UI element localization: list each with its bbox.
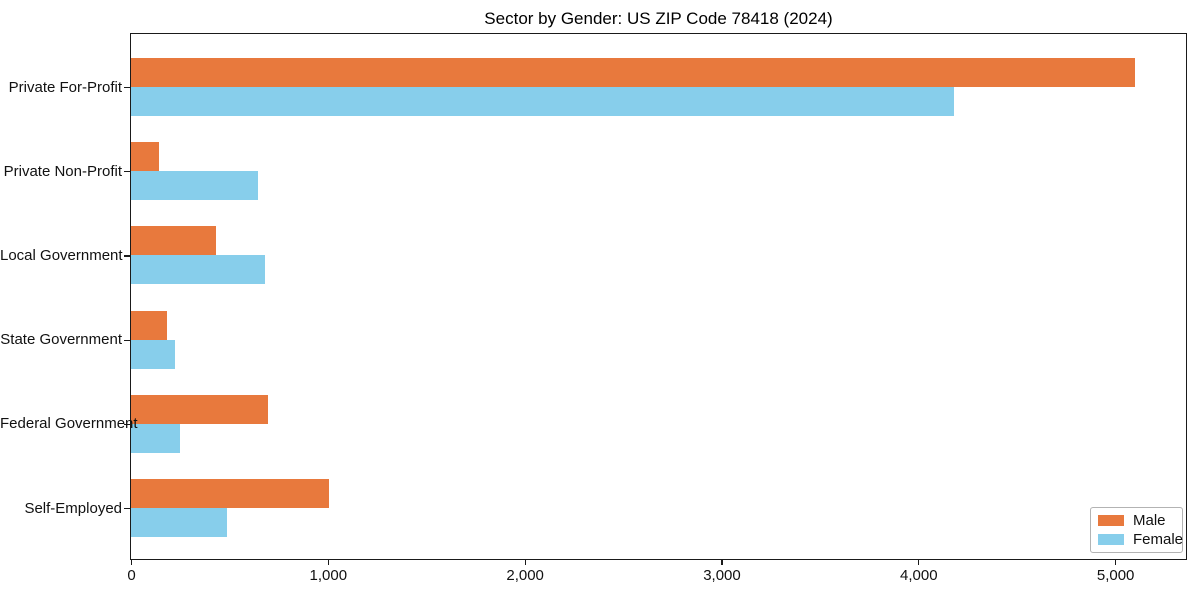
bar-male-state-government	[131, 310, 167, 340]
legend-entry-male[interactable]: Male	[1098, 512, 1175, 529]
x-tick-label-2000: 2,000	[506, 567, 544, 584]
plot-area	[130, 33, 1187, 560]
x-tick-mark	[721, 560, 723, 565]
y-tick-mark	[124, 339, 130, 341]
bar-female-local-government	[131, 255, 265, 285]
bar-female-federal-government	[131, 423, 180, 453]
x-tick-label-4000: 4,000	[900, 567, 938, 584]
bar-male-private-for-profit	[131, 58, 1135, 87]
x-tick-mark	[130, 560, 133, 565]
y-tick-mark	[124, 87, 130, 89]
x-tick-label-5000: 5,000	[1096, 567, 1135, 584]
x-tick-mark	[524, 560, 526, 565]
bar-male-local-government	[131, 226, 216, 256]
y-tick-mark	[124, 255, 130, 257]
bar-female-private-non-profit	[131, 171, 258, 201]
y-tick-label-self-employed: Self-Employed	[24, 499, 122, 517]
y-tick-label-local-government: Local Government	[0, 246, 123, 264]
x-tick-mark	[1115, 560, 1117, 565]
y-tick-mark	[124, 423, 130, 426]
female-series-swatch	[1098, 534, 1124, 545]
y-tick-label-state-government: State Government	[0, 331, 122, 349]
bar-male-self-employed	[131, 479, 329, 508]
y-tick-label-federal-government: Federal Government	[0, 415, 138, 433]
y-tick-mark	[124, 508, 130, 510]
bar-female-private-for-profit	[131, 87, 954, 116]
y-tick-label-private-for-profit: Private For-Profit	[8, 78, 122, 96]
y-tick-label-private-non-profit: Private Non-Profit	[3, 162, 122, 180]
x-tick-label-1000: 1,000	[309, 567, 348, 584]
y-tick-mark	[124, 171, 130, 173]
x-tick-label-3000: 3,000	[703, 567, 741, 584]
legend: Male Female	[1090, 507, 1183, 553]
male-series-swatch	[1098, 515, 1124, 526]
chart-title: Sector by Gender: US ZIP Code 78418 (202…	[484, 9, 833, 28]
x-tick-label-0: 0	[127, 567, 136, 584]
x-tick-mark	[327, 560, 330, 565]
bar-female-self-employed	[131, 508, 227, 537]
legend-entry-female[interactable]: Female	[1098, 531, 1183, 548]
bar-male-private-non-profit	[131, 142, 159, 172]
x-tick-mark	[918, 560, 920, 565]
legend-label-female: Female	[1133, 531, 1184, 548]
bar-male-federal-government	[131, 394, 268, 424]
bar-female-state-government	[131, 339, 175, 369]
legend-label-male: Male	[1133, 512, 1166, 529]
